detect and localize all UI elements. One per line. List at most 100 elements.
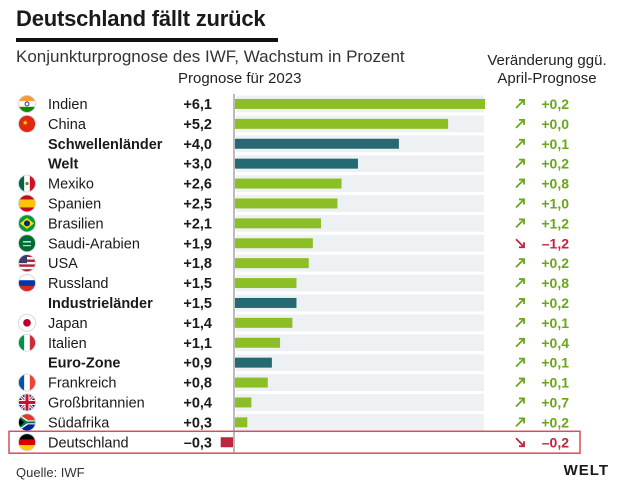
bar	[235, 397, 252, 408]
row-label: Saudi-Arabien	[48, 236, 140, 252]
change-label: +0,8	[541, 176, 569, 192]
change-label: +0,1	[541, 375, 569, 391]
south-africa-flag-icon	[18, 413, 36, 432]
uk-flag-icon	[18, 393, 36, 412]
change-header-line1: Veränderung ggü.	[487, 52, 607, 69]
value-label: +2,1	[183, 216, 212, 232]
row-background	[236, 394, 484, 411]
row-background	[236, 314, 484, 332]
row-label: Deutschland	[48, 435, 129, 451]
chart-row: Schwellenländer +4,0 +0,1	[48, 135, 569, 153]
value-label: +0,4	[183, 395, 212, 411]
bar	[235, 198, 338, 209]
row-label: Japan	[48, 316, 88, 332]
chart-row: ★ China +5,2 +0,0	[18, 114, 569, 133]
arrow-up-right-icon	[515, 357, 525, 368]
bar	[235, 178, 342, 189]
value-label: +1,1	[183, 336, 212, 352]
arrow-up-right-icon	[515, 417, 525, 427]
bar	[235, 317, 293, 328]
row-label: Großbritannien	[48, 395, 145, 411]
change-label: +0,7	[541, 394, 569, 410]
change-label: +0,1	[541, 355, 569, 371]
arrow-down-right-icon	[515, 238, 525, 249]
value-label: –0,3	[184, 435, 212, 451]
value-label: +2,5	[183, 196, 212, 212]
source-note: Quelle: IWF	[16, 465, 85, 480]
chart-row: Japan +1,4 +0,1	[18, 313, 569, 332]
chart-subtitle: Konjunkturprognose des IWF, Wachstum in …	[16, 47, 405, 66]
row-background	[236, 334, 484, 352]
row-label: USA	[48, 256, 78, 272]
arrow-up-right-icon	[515, 118, 525, 129]
bar	[235, 417, 248, 428]
bar	[235, 158, 358, 169]
value-label: +5,2	[183, 117, 212, 133]
chart-row: Euro-Zone +0,9 +0,1	[48, 354, 569, 372]
brand-logo: WELT	[563, 462, 609, 479]
arrow-up-right-icon	[515, 178, 525, 189]
chart-row: Frankreich +0,8 +0,1	[18, 373, 569, 392]
forecast-column-header: Prognose für 2023	[178, 70, 302, 87]
row-background	[236, 294, 484, 312]
value-label: +1,9	[183, 236, 212, 252]
row-label: Euro-Zone	[48, 356, 121, 372]
france-flag-icon	[18, 373, 36, 392]
chart-row: Spanien +2,5 +1,0	[18, 194, 569, 213]
value-label: +4,0	[183, 137, 212, 153]
chart-row: Indien +6,1 +0,2	[18, 95, 569, 113]
chart-row: Großbritannien +0,4 +0,7	[18, 393, 569, 412]
change-label: +0,0	[541, 116, 569, 132]
italy-flag-icon	[18, 333, 36, 352]
arrow-up-right-icon	[515, 158, 525, 169]
bar	[235, 218, 322, 229]
value-label: +0,8	[183, 376, 212, 392]
row-label: Spanien	[48, 196, 101, 212]
russia-flag-icon	[18, 274, 36, 292]
value-label: +0,3	[183, 415, 212, 431]
japan-flag-icon	[18, 313, 36, 332]
arrow-up-right-icon	[515, 218, 525, 228]
value-label: +1,4	[183, 316, 212, 332]
change-label: –1,2	[542, 235, 569, 251]
row-label: Italien	[48, 336, 87, 352]
chart-row: Industrieländer +1,5 +0,2	[48, 294, 569, 312]
value-label: +1,8	[183, 256, 212, 272]
value-label: +1,5	[183, 296, 212, 312]
china-flag-icon: ★	[18, 114, 36, 133]
usa-flag-icon	[18, 254, 36, 273]
row-background	[236, 354, 484, 372]
change-column-header: Veränderung ggü. April-Prognose	[472, 52, 622, 88]
change-label: –0,2	[542, 434, 569, 450]
bar	[235, 337, 281, 348]
chart-row: Italien +1,1 +0,4	[18, 333, 569, 352]
arrow-up-right-icon	[515, 258, 525, 268]
bar	[235, 297, 297, 308]
bar	[235, 377, 268, 388]
change-header-line2: April-Prognose	[497, 70, 597, 87]
row-label: Schwellenländer	[48, 137, 163, 153]
bar	[235, 357, 272, 368]
chart-row: USA +1,8 +0,2	[18, 254, 569, 273]
arrow-up-right-icon	[515, 337, 525, 348]
mexico-flag-icon	[18, 174, 36, 193]
india-flag-icon	[18, 95, 36, 113]
value-label: +2,6	[183, 177, 212, 193]
change-label: +0,1	[541, 315, 569, 331]
change-label: +0,2	[541, 96, 569, 112]
bar	[235, 258, 309, 269]
row-label: Welt	[48, 157, 79, 173]
arrow-up-right-icon	[515, 138, 525, 149]
row-background	[236, 413, 484, 431]
row-label: Industrieländer	[48, 296, 153, 312]
arrow-up-right-icon	[515, 397, 525, 408]
row-label: Indien	[48, 97, 88, 113]
change-label: +0,4	[541, 335, 569, 351]
bar	[235, 138, 399, 149]
arrow-up-right-icon	[515, 377, 525, 388]
chart-row: Südafrika +0,3 +0,2	[18, 413, 569, 432]
change-label: +0,1	[541, 136, 569, 152]
row-label: China	[48, 117, 87, 133]
spain-flag-icon	[18, 194, 36, 213]
